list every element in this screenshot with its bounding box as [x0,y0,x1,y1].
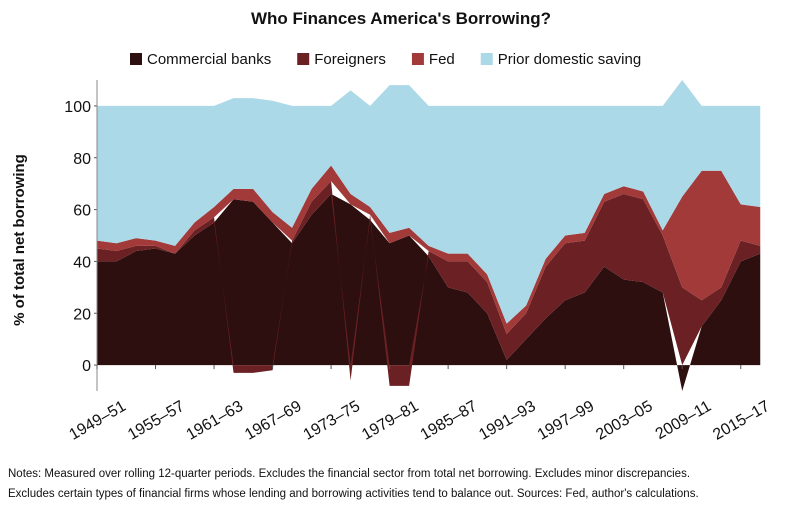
x-tick-label: 1997–99 [535,398,598,444]
y-tick-label: 100 [64,99,91,116]
x-tick-label: 1955–57 [125,398,188,444]
y-axis-label: % of total net borrowing [11,154,28,326]
y-tick-label: 20 [73,306,91,323]
x-tick-label: 1979–81 [359,398,422,444]
x-tick-label: 2009–11 [653,398,715,443]
legend-label: Prior domestic saving [498,51,641,68]
area [97,194,761,391]
y-tick-label: 40 [73,254,91,271]
x-tick-label: 1985–87 [418,398,481,444]
legend-swatch [297,53,310,65]
x-tick-label: 1991–93 [476,398,539,444]
y-tick-label: 0 [82,358,91,375]
x-tick-label: 1961–63 [184,398,247,444]
x-tick-label: 1973–75 [301,398,364,444]
x-tick-label: 2015–17 [710,398,773,444]
legend-swatch [130,53,142,65]
y-tick-label: 60 [73,203,91,220]
x-tick-label: 1949–51 [67,398,130,444]
legend-swatch [480,53,493,65]
legend-swatch [411,53,424,65]
x-tick-label: 2003–05 [593,398,656,444]
area [97,165,761,334]
x-tick-label: 1967–69 [242,398,305,444]
y-tick-label: 80 [73,151,91,168]
area [97,80,761,324]
note: Notes: Measured over rolling 12-quarter … [8,468,690,480]
legend-label: Commercial banks [147,51,271,68]
area [97,181,761,386]
chart-title: Who Finances America's Borrowing? [251,9,551,28]
legend-label: Fed [429,51,455,68]
legend-label: Foreigners [314,51,386,68]
note: Excludes certain types of financial firm… [8,488,699,500]
